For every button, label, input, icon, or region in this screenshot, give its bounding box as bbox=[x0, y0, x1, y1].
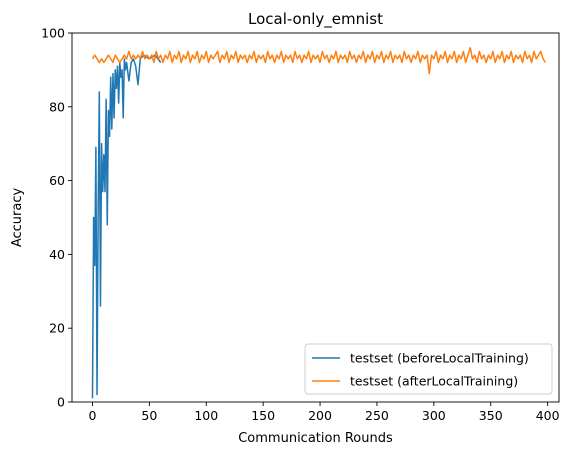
ticks-layer: 0 50 100 150 200 250 300 350 400 0 20 40 60 80 100 bbox=[41, 26, 559, 424]
x-tick-label: 100 bbox=[194, 408, 218, 423]
x-tick-label: 350 bbox=[479, 408, 503, 423]
legend-label-before: testset (beforeLocalTraining) bbox=[350, 351, 529, 366]
y-tick-label: 0 bbox=[57, 395, 65, 410]
x-tick-label: 400 bbox=[536, 408, 560, 423]
legend-box bbox=[304, 343, 553, 395]
series-line-after bbox=[91, 47, 546, 75]
plot-background bbox=[72, 33, 559, 402]
legend: testset (beforeLocalTraining) testset (a… bbox=[304, 343, 553, 395]
series-layer bbox=[91, 47, 546, 399]
y-tick-label: 20 bbox=[49, 321, 65, 336]
y-tick-label: 40 bbox=[49, 247, 65, 262]
x-tick-label: 0 bbox=[89, 408, 97, 423]
x-tick-label: 200 bbox=[308, 408, 332, 423]
x-tick-label: 150 bbox=[251, 408, 275, 423]
legend-label-after: testset (afterLocalTraining) bbox=[350, 374, 518, 389]
x-axis-label: Communication Rounds bbox=[238, 431, 393, 446]
y-axis-label: Accuracy bbox=[10, 188, 25, 248]
series-line-before bbox=[91, 54, 162, 399]
plot-frame bbox=[71, 32, 560, 403]
y-tick-label: 80 bbox=[49, 99, 65, 114]
chart-title: Local-only_emnist bbox=[248, 10, 383, 29]
x-tick-label: 250 bbox=[365, 408, 389, 423]
x-tick-label: 300 bbox=[422, 408, 446, 423]
y-tick-label: 100 bbox=[41, 26, 65, 41]
x-tick-label: 50 bbox=[141, 408, 157, 423]
y-tick-label: 60 bbox=[49, 173, 65, 188]
